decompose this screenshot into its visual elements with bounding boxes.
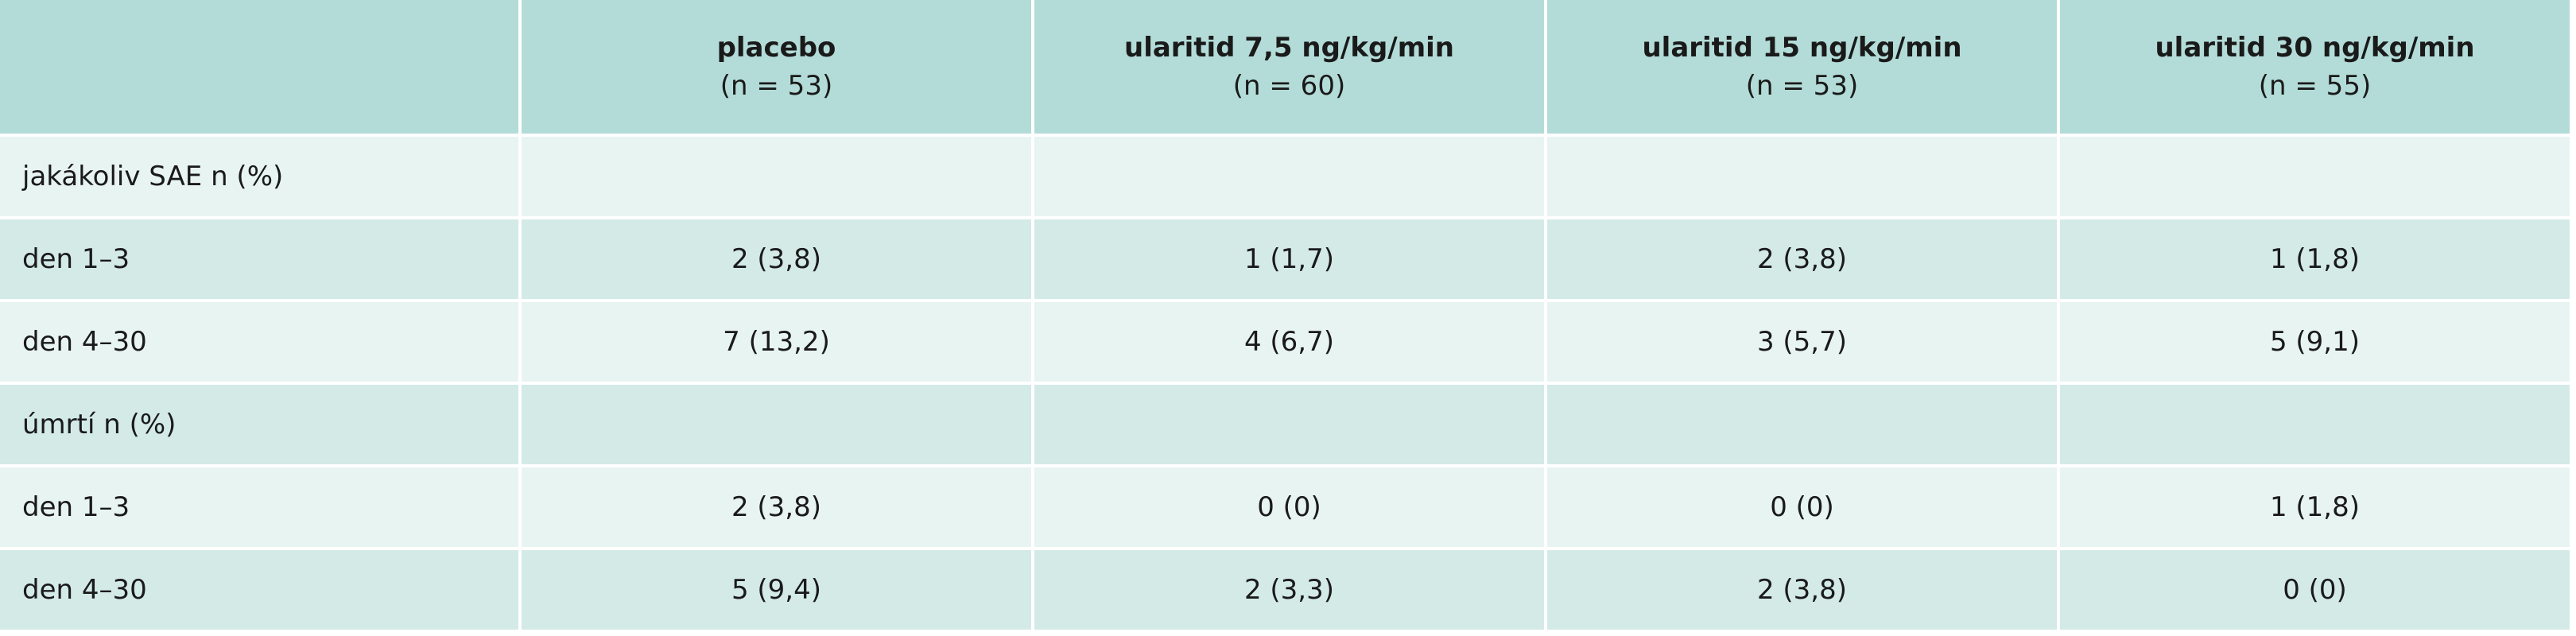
column-name: ularitid 15 ng/kg/min — [1642, 32, 1962, 64]
cell: 0 (0) — [2060, 550, 2570, 630]
row-label: den 4–30 — [0, 550, 518, 630]
cell: 3 (5,7) — [1547, 302, 2057, 382]
column-n: (n = 60) — [1232, 70, 1346, 102]
data-row: den 1–3 2 (3,8) 0 (0) 0 (0) 1 (1,8) — [0, 467, 2570, 547]
header-corner — [0, 0, 518, 134]
row-label: den 1–3 — [0, 219, 518, 299]
column-name: ularitid 30 ng/kg/min — [2155, 32, 2475, 64]
cell: 2 (3,8) — [1547, 550, 2057, 630]
empty-cell — [522, 137, 1031, 216]
cell: 0 (0) — [1034, 467, 1544, 547]
column-n: (n = 53) — [1745, 70, 1859, 102]
column-name: ularitid 7,5 ng/kg/min — [1124, 32, 1454, 64]
data-row: den 1–3 2 (3,8) 1 (1,7) 2 (3,8) 1 (1,8) — [0, 219, 2570, 299]
cell: 0 (0) — [1547, 467, 2057, 547]
empty-cell — [2060, 137, 2570, 216]
column-n: (n = 55) — [2258, 70, 2372, 102]
empty-cell — [1034, 137, 1544, 216]
row-label: den 1–3 — [0, 467, 518, 547]
column-n: (n = 53) — [720, 70, 833, 102]
empty-cell — [1547, 385, 2057, 464]
empty-cell — [522, 385, 1031, 464]
column-header: placebo (n = 53) — [522, 0, 1031, 134]
cell: 7 (13,2) — [522, 302, 1031, 382]
empty-cell — [1547, 137, 2057, 216]
data-row: den 4–30 5 (9,4) 2 (3,3) 2 (3,8) 0 (0) — [0, 550, 2570, 630]
data-row: den 4–30 7 (13,2) 4 (6,7) 3 (5,7) 5 (9,1) — [0, 302, 2570, 382]
cell: 1 (1,8) — [2060, 219, 2570, 299]
cell: 5 (9,4) — [522, 550, 1031, 630]
header-row: placebo (n = 53) ularitid 7,5 ng/kg/min (n … — [0, 0, 2570, 134]
cell: 1 (1,8) — [2060, 467, 2570, 547]
row-label: úmrtí n (%) — [0, 385, 518, 464]
column-header: ularitid 30 ng/kg/min (n = 55) — [2060, 0, 2570, 134]
column-header: ularitid 7,5 ng/kg/min (n = 60) — [1034, 0, 1544, 134]
empty-cell — [2060, 385, 2570, 464]
cell: 4 (6,7) — [1034, 302, 1544, 382]
cell: 2 (3,3) — [1034, 550, 1544, 630]
cell: 1 (1,7) — [1034, 219, 1544, 299]
cell: 2 (3,8) — [522, 219, 1031, 299]
empty-cell — [1034, 385, 1544, 464]
section-row: úmrtí n (%) — [0, 385, 2570, 464]
cell: 2 (3,8) — [522, 467, 1031, 547]
column-header: ularitid 15 ng/kg/min (n = 53) — [1547, 0, 2057, 134]
section-row: jakákoliv SAE n (%) — [0, 137, 2570, 216]
cell: 5 (9,1) — [2060, 302, 2570, 382]
column-name: placebo — [716, 32, 836, 64]
row-label: den 4–30 — [0, 302, 518, 382]
cell: 2 (3,8) — [1547, 219, 2057, 299]
row-label: jakákoliv SAE n (%) — [0, 137, 518, 216]
